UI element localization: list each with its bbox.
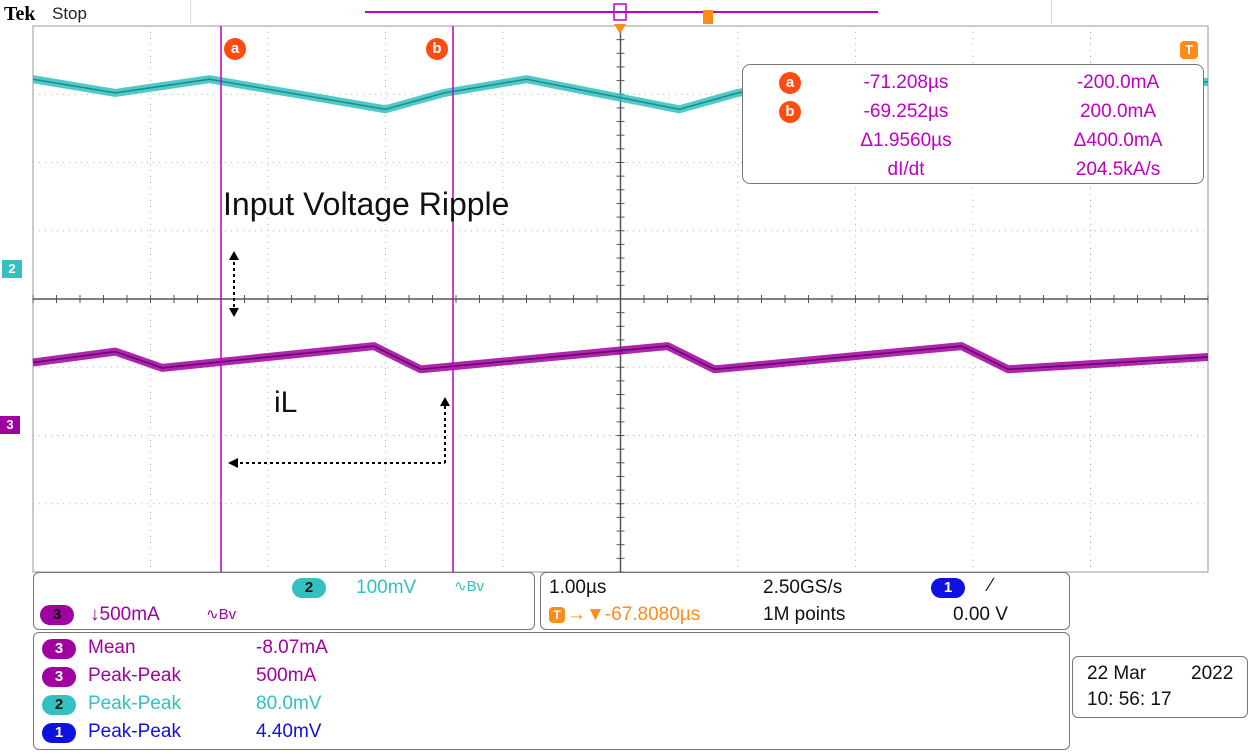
ch3-bandwidth-icon: ∿Bv bbox=[206, 606, 237, 623]
measurement-channel-badge[interactable]: 1 bbox=[42, 723, 76, 743]
trigger-time-marker bbox=[614, 24, 626, 34]
ch3-badge[interactable]: 3 bbox=[40, 605, 74, 625]
ch2-badge[interactable]: 2 bbox=[292, 578, 326, 598]
cursor-lines bbox=[220, 26, 454, 572]
ripple-arrow-head-up bbox=[229, 251, 239, 260]
measurement-value: 500mA bbox=[256, 665, 317, 686]
cursor-a-badge: a bbox=[779, 72, 801, 94]
delta-time-arrow-head bbox=[228, 458, 238, 468]
measurement-value: 4.40mV bbox=[256, 721, 322, 742]
brand-logo: Tek bbox=[4, 3, 36, 25]
cursor-b-marker[interactable]: b bbox=[426, 38, 448, 60]
record-trigger-marker bbox=[703, 10, 713, 24]
measurement-name: Mean bbox=[88, 637, 136, 658]
cursor-readout: a -71.208µs -200.0mA b -69.252µs 200.0mA… bbox=[742, 64, 1204, 184]
trigger-position: →▼-67.8080µs bbox=[567, 604, 701, 625]
time-text: 10: 56: 17 bbox=[1087, 689, 1172, 710]
channel-settings-panel: 2 100mV ∿Bv 3 ↓500mA ∿Bv bbox=[33, 572, 535, 630]
measurement-arrows bbox=[228, 251, 450, 468]
ch2-ground-marker[interactable]: 2 bbox=[2, 260, 22, 278]
year-text: 2022 bbox=[1191, 663, 1234, 684]
measurement-name: Peak-Peak bbox=[88, 693, 181, 714]
date-text: 22 Mar bbox=[1087, 663, 1147, 684]
inductor-current-annotation: iL bbox=[274, 386, 298, 419]
cursor-b-readout: b -69.252µs 200.0mA bbox=[743, 98, 1203, 126]
sample-rate: 2.50GS/s bbox=[763, 577, 843, 598]
record-indicator bbox=[365, 3, 878, 24]
cursor-delta-readout: Δ1.9560µs Δ400.0mA bbox=[743, 127, 1203, 155]
record-length: 1M points bbox=[763, 604, 846, 625]
trace-ch3-core bbox=[32, 345, 1209, 371]
top-bar: Tek Stop bbox=[0, 0, 1255, 26]
cursor-a-marker[interactable]: a bbox=[224, 38, 246, 60]
cursor-b-badge: b bbox=[779, 101, 801, 123]
ch3-scale: ↓500mA bbox=[90, 604, 160, 625]
measurement-value: 80.0mV bbox=[256, 693, 322, 714]
measurement-row: 3 Mean -8.07mA bbox=[42, 637, 542, 661]
cursor-a-value: -200.0mA bbox=[1076, 72, 1160, 93]
measurement-row: 3 Peak-Peak 500mA bbox=[42, 665, 542, 689]
cursor-delta-value: Δ400.0mA bbox=[1073, 130, 1163, 151]
measurement-row: 1 Peak-Peak 4.40mV bbox=[42, 721, 542, 745]
cursor-rate-label: dI/dt bbox=[887, 159, 925, 180]
time-per-div: 1.00µs bbox=[549, 577, 607, 598]
cursor-b-time: -69.252µs bbox=[863, 101, 949, 122]
delta-current-arrow-head bbox=[440, 397, 450, 406]
ch3-ground-marker[interactable]: 3 bbox=[0, 416, 20, 434]
cursor-rate-value: 204.5kA/s bbox=[1075, 159, 1161, 180]
measurement-channel-badge[interactable]: 2 bbox=[42, 695, 76, 715]
trigger-level: 0.00 V bbox=[953, 604, 1008, 625]
ripple-annotation: Input Voltage Ripple bbox=[223, 186, 510, 222]
measurement-row: 2 Peak-Peak 80.0mV bbox=[42, 693, 542, 717]
timebase-panel: 1.00µs 2.50GS/s T →▼-67.8080µs 1M points… bbox=[540, 572, 1070, 630]
record-view-window bbox=[613, 3, 627, 21]
datetime-box: 22 Mar 2022 10: 56: 17 bbox=[1072, 656, 1248, 718]
trigger-position-icon: T bbox=[549, 607, 565, 623]
ch2-scale: 100mV bbox=[356, 577, 417, 598]
cursor-a-time: -71.208µs bbox=[863, 72, 949, 93]
ch2-bandwidth-icon: ∿Bv bbox=[454, 578, 485, 595]
cursor-b-value: 200.0mA bbox=[1079, 101, 1157, 122]
measurements-panel: 3 Mean -8.07mA 3 Peak-Peak 500mA 2 Peak-Peak 80.… bbox=[33, 632, 1070, 750]
acquisition-status: Stop bbox=[52, 4, 87, 23]
trigger-level-marker[interactable]: T bbox=[1180, 41, 1198, 59]
ripple-arrow-head-down bbox=[229, 308, 239, 317]
measurement-value: -8.07mA bbox=[256, 637, 328, 658]
trigger-source-badge[interactable]: 1 bbox=[931, 578, 965, 598]
cursor-a-readout: a -71.208µs -200.0mA bbox=[743, 69, 1203, 97]
cursor-rate-readout: dI/dt 204.5kA/s bbox=[743, 156, 1203, 184]
trigger-slope-icon: ∕ bbox=[989, 575, 993, 596]
cursor-delta-time: Δ1.9560µs bbox=[860, 130, 952, 151]
measurement-channel-badge[interactable]: 3 bbox=[42, 667, 76, 687]
measurement-name: Peak-Peak bbox=[88, 721, 181, 742]
measurement-name: Peak-Peak bbox=[88, 665, 181, 686]
measurement-channel-badge[interactable]: 3 bbox=[42, 639, 76, 659]
